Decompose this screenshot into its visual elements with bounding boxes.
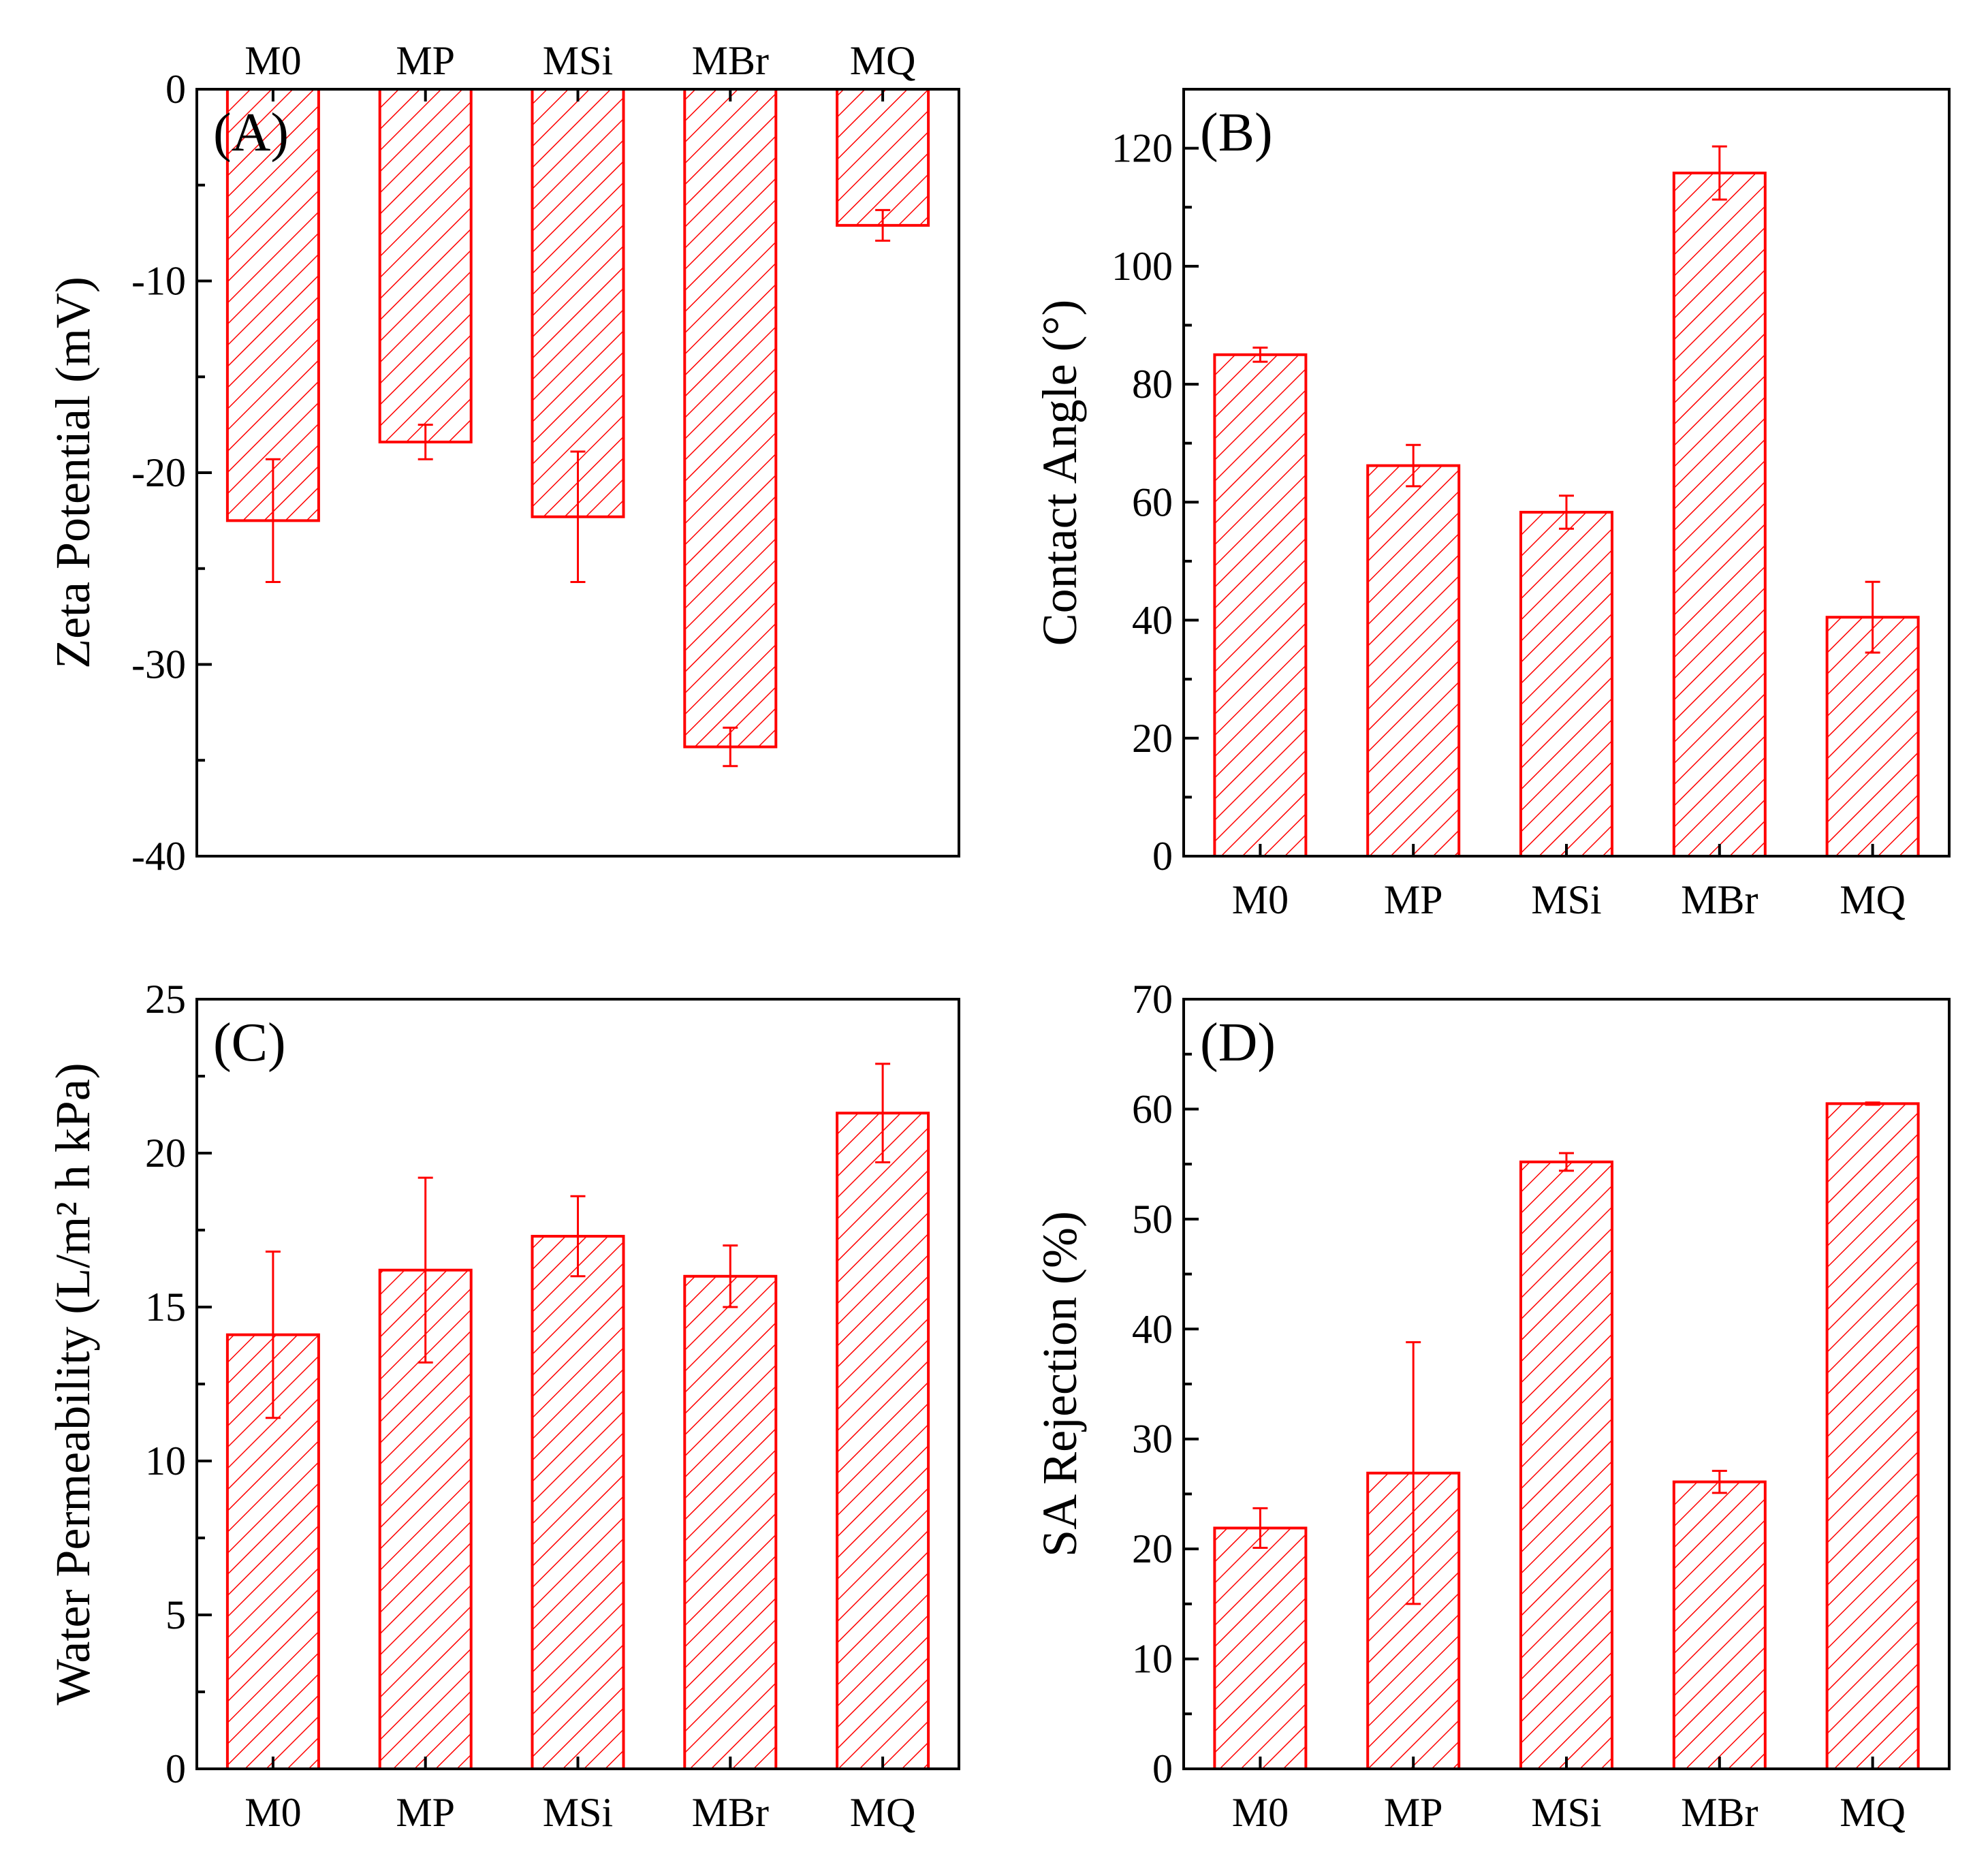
y-tick-label: 50 (1132, 1197, 1173, 1242)
bar-msi (1519, 511, 1613, 858)
y-tick-label: 30 (1132, 1417, 1173, 1462)
y-tick-label: 0 (165, 67, 186, 112)
y-tick-label: 0 (165, 1746, 186, 1791)
x-tick-label: M0 (244, 1790, 301, 1835)
bar-mq (836, 1112, 930, 1770)
y-tick-label: -30 (131, 642, 186, 687)
x-tick-label: M0 (244, 38, 301, 83)
y-tick-label: 10 (1132, 1637, 1173, 1682)
x-tick-label: MSi (543, 1790, 613, 1835)
panel-d: 0 10 20 30 40 50 60 70 M0 MP MSi MBr MQ SA Rejection … (1032, 977, 1951, 1835)
y-tick-label: 80 (1132, 362, 1173, 407)
panel-label: (D) (1200, 1013, 1276, 1073)
x-tick-label: MP (1384, 877, 1443, 922)
bar-mbr (683, 88, 778, 749)
x-tick-label: MP (1384, 1790, 1443, 1835)
bar-msi (531, 88, 625, 518)
x-tick-label: MBr (692, 1790, 769, 1835)
y-tick-label: -10 (131, 259, 186, 304)
x-tick-label: MBr (1681, 1790, 1758, 1835)
bar-mbr (683, 1274, 778, 1771)
y-axis-title: Contact Angle (°) (1032, 300, 1087, 646)
y-tick-label: 40 (1132, 598, 1173, 643)
bar-msi (531, 1235, 625, 1771)
bar-mp (378, 88, 473, 443)
x-tick-label: MSi (1531, 1790, 1601, 1835)
bar-mq (1825, 1102, 1920, 1771)
x-tick-label: M0 (1232, 877, 1289, 922)
x-tick-label: M0 (1232, 1790, 1289, 1835)
x-tick-label: MBr (692, 38, 769, 83)
y-tick-label: 20 (1132, 1526, 1173, 1571)
y-axis-title: Water Permeability (L/m² h kPa) (46, 1063, 100, 1705)
panel-b: 0 20 40 60 80 100 120 M0 MP MSi MBr MQ Contact Angle… (1032, 88, 1951, 922)
y-axis-title: Zeta Potential (mV) (46, 277, 100, 669)
x-tick-label: MQ (850, 38, 916, 83)
y-tick-label: 20 (1132, 716, 1173, 761)
bar-m0 (1213, 353, 1308, 858)
panel-c: 0 5 10 15 20 25 M0 MP MSi MBr MQ Water Permeability… (46, 977, 960, 1835)
y-tick-label: 0 (1152, 1746, 1173, 1791)
panel-a: 0 -10 -20 -30 -40 M0 MP MSi MBr MQ Zeta Potential … (46, 38, 960, 879)
x-tick-label: MQ (850, 1790, 916, 1835)
bar-mq (1825, 616, 1920, 858)
bar-mp (1366, 464, 1461, 858)
y-tick-label: 100 (1111, 244, 1173, 289)
y-tick-label: 60 (1132, 1086, 1173, 1131)
x-tick-label: MQ (1840, 1790, 1906, 1835)
y-tick-label: 0 (1152, 834, 1173, 879)
panel-label: (C) (213, 1013, 286, 1073)
y-axis-title: SA Rejection (%) (1032, 1211, 1087, 1557)
x-tick-label: MBr (1681, 877, 1758, 922)
y-tick-label: -40 (131, 834, 186, 879)
y-tick-label: 15 (145, 1285, 186, 1330)
y-tick-label: 120 (1111, 126, 1173, 171)
y-tick-label: 5 (165, 1592, 186, 1637)
bar-msi (1519, 1160, 1613, 1770)
bar-mq (836, 88, 930, 227)
y-tick-label: 10 (145, 1438, 186, 1483)
bar-mbr (1672, 171, 1767, 858)
panel-label: (B) (1200, 103, 1273, 163)
bar-m0 (225, 88, 320, 522)
y-tick-label: 60 (1132, 479, 1173, 524)
y-tick-label: 70 (1132, 977, 1173, 1022)
x-tick-label: MSi (1531, 877, 1601, 922)
bar-mbr (1672, 1480, 1767, 1770)
x-tick-label: MSi (543, 38, 613, 83)
y-tick-label: -20 (131, 450, 186, 495)
y-tick-label: 40 (1132, 1306, 1173, 1351)
x-tick-label: MP (396, 1790, 455, 1835)
panel-label: (A) (213, 103, 289, 163)
y-tick-label: 25 (145, 977, 186, 1022)
x-tick-label: MP (396, 38, 455, 83)
bar-m0 (1213, 1526, 1308, 1770)
y-tick-label: 20 (145, 1131, 186, 1176)
x-tick-label: MQ (1840, 877, 1906, 922)
